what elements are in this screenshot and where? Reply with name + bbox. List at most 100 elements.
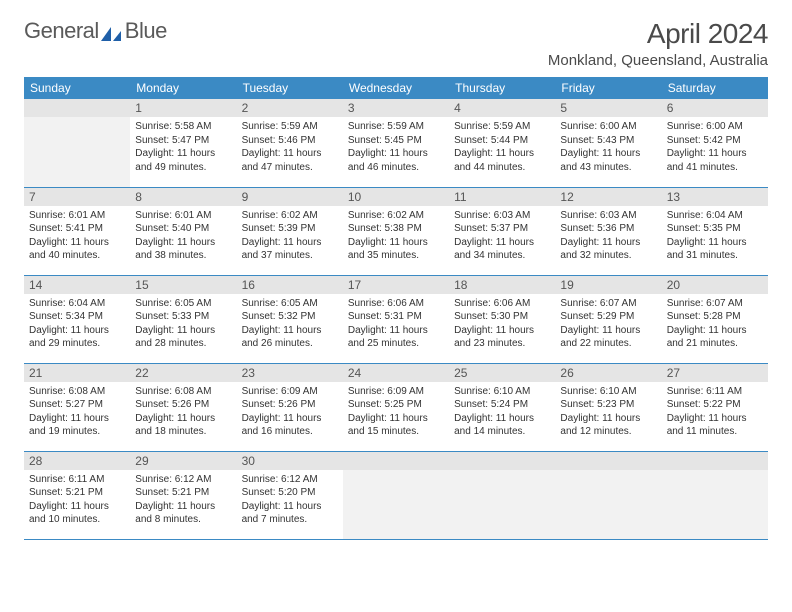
- calendar-cell: [555, 451, 661, 539]
- weekday-header: Saturday: [662, 77, 768, 99]
- sunrise-line: Sunrise: 6:01 AM: [29, 209, 125, 223]
- daylight-line: Daylight: 11 hours and 16 minutes.: [242, 412, 338, 439]
- day-details: [449, 470, 555, 539]
- day-details: [662, 470, 768, 539]
- day-number: 17: [343, 276, 449, 294]
- daylight-line: Daylight: 11 hours and 11 minutes.: [667, 412, 763, 439]
- daylight-line: Daylight: 11 hours and 47 minutes.: [242, 147, 338, 174]
- day-number: 20: [662, 276, 768, 294]
- calendar-cell: 16Sunrise: 6:05 AMSunset: 5:32 PMDayligh…: [237, 275, 343, 363]
- day-number: 24: [343, 364, 449, 382]
- sunrise-line: Sunrise: 6:10 AM: [560, 385, 656, 399]
- day-details: Sunrise: 6:06 AMSunset: 5:31 PMDaylight:…: [343, 294, 449, 354]
- calendar-row: 28Sunrise: 6:11 AMSunset: 5:21 PMDayligh…: [24, 451, 768, 539]
- sunrise-line: Sunrise: 6:05 AM: [135, 297, 231, 311]
- day-number: 11: [449, 188, 555, 206]
- sunrise-line: Sunrise: 6:02 AM: [242, 209, 338, 223]
- day-details: Sunrise: 6:12 AMSunset: 5:21 PMDaylight:…: [130, 470, 236, 530]
- day-number: [662, 452, 768, 470]
- daylight-line: Daylight: 11 hours and 49 minutes.: [135, 147, 231, 174]
- weekday-header: Sunday: [24, 77, 130, 99]
- day-number: 25: [449, 364, 555, 382]
- month-title: April 2024: [548, 18, 768, 50]
- day-number: 8: [130, 188, 236, 206]
- day-details: Sunrise: 6:08 AMSunset: 5:26 PMDaylight:…: [130, 382, 236, 442]
- sunset-line: Sunset: 5:29 PM: [560, 310, 656, 324]
- day-details: Sunrise: 6:00 AMSunset: 5:43 PMDaylight:…: [555, 117, 661, 177]
- calendar-row: 1Sunrise: 5:58 AMSunset: 5:47 PMDaylight…: [24, 99, 768, 187]
- calendar-cell: 18Sunrise: 6:06 AMSunset: 5:30 PMDayligh…: [449, 275, 555, 363]
- day-number: [555, 452, 661, 470]
- sunset-line: Sunset: 5:20 PM: [242, 486, 338, 500]
- day-number: 28: [24, 452, 130, 470]
- day-number: 10: [343, 188, 449, 206]
- calendar-cell: 5Sunrise: 6:00 AMSunset: 5:43 PMDaylight…: [555, 99, 661, 187]
- calendar-cell: 2Sunrise: 5:59 AMSunset: 5:46 PMDaylight…: [237, 99, 343, 187]
- sunset-line: Sunset: 5:44 PM: [454, 134, 550, 148]
- sunset-line: Sunset: 5:38 PM: [348, 222, 444, 236]
- day-details: Sunrise: 6:01 AMSunset: 5:41 PMDaylight:…: [24, 206, 130, 266]
- logo-sail-icon: [101, 23, 123, 39]
- sunrise-line: Sunrise: 6:07 AM: [560, 297, 656, 311]
- header: General Blue April 2024 Monkland, Queens…: [24, 18, 768, 69]
- day-details: Sunrise: 6:06 AMSunset: 5:30 PMDaylight:…: [449, 294, 555, 354]
- daylight-line: Daylight: 11 hours and 26 minutes.: [242, 324, 338, 351]
- sunset-line: Sunset: 5:30 PM: [454, 310, 550, 324]
- sunset-line: Sunset: 5:21 PM: [29, 486, 125, 500]
- sunrise-line: Sunrise: 6:05 AM: [242, 297, 338, 311]
- daylight-line: Daylight: 11 hours and 38 minutes.: [135, 236, 231, 263]
- calendar-cell: 4Sunrise: 5:59 AMSunset: 5:44 PMDaylight…: [449, 99, 555, 187]
- sunset-line: Sunset: 5:34 PM: [29, 310, 125, 324]
- sunset-line: Sunset: 5:21 PM: [135, 486, 231, 500]
- day-details: Sunrise: 6:02 AMSunset: 5:39 PMDaylight:…: [237, 206, 343, 266]
- day-details: [24, 117, 130, 187]
- day-number: 13: [662, 188, 768, 206]
- day-details: Sunrise: 5:59 AMSunset: 5:45 PMDaylight:…: [343, 117, 449, 177]
- calendar-cell: 30Sunrise: 6:12 AMSunset: 5:20 PMDayligh…: [237, 451, 343, 539]
- day-details: Sunrise: 6:01 AMSunset: 5:40 PMDaylight:…: [130, 206, 236, 266]
- day-details: Sunrise: 5:58 AMSunset: 5:47 PMDaylight:…: [130, 117, 236, 177]
- day-number: 12: [555, 188, 661, 206]
- weekday-header-row: SundayMondayTuesdayWednesdayThursdayFrid…: [24, 77, 768, 99]
- calendar-cell: 19Sunrise: 6:07 AMSunset: 5:29 PMDayligh…: [555, 275, 661, 363]
- calendar-cell: 20Sunrise: 6:07 AMSunset: 5:28 PMDayligh…: [662, 275, 768, 363]
- day-number: [449, 452, 555, 470]
- daylight-line: Daylight: 11 hours and 25 minutes.: [348, 324, 444, 351]
- sunrise-line: Sunrise: 6:08 AM: [29, 385, 125, 399]
- daylight-line: Daylight: 11 hours and 31 minutes.: [667, 236, 763, 263]
- daylight-line: Daylight: 11 hours and 40 minutes.: [29, 236, 125, 263]
- calendar-body: 1Sunrise: 5:58 AMSunset: 5:47 PMDaylight…: [24, 99, 768, 539]
- weekday-header: Friday: [555, 77, 661, 99]
- sunrise-line: Sunrise: 6:08 AM: [135, 385, 231, 399]
- sunrise-line: Sunrise: 6:03 AM: [454, 209, 550, 223]
- day-number: 3: [343, 99, 449, 117]
- weekday-header: Wednesday: [343, 77, 449, 99]
- day-number: 26: [555, 364, 661, 382]
- calendar-cell: 28Sunrise: 6:11 AMSunset: 5:21 PMDayligh…: [24, 451, 130, 539]
- sunrise-line: Sunrise: 6:09 AM: [242, 385, 338, 399]
- day-number: 9: [237, 188, 343, 206]
- daylight-line: Daylight: 11 hours and 46 minutes.: [348, 147, 444, 174]
- sunset-line: Sunset: 5:25 PM: [348, 398, 444, 412]
- sunset-line: Sunset: 5:23 PM: [560, 398, 656, 412]
- sunrise-line: Sunrise: 6:04 AM: [29, 297, 125, 311]
- day-number: 15: [130, 276, 236, 294]
- day-number: 4: [449, 99, 555, 117]
- calendar-cell: 6Sunrise: 6:00 AMSunset: 5:42 PMDaylight…: [662, 99, 768, 187]
- calendar-cell: 24Sunrise: 6:09 AMSunset: 5:25 PMDayligh…: [343, 363, 449, 451]
- daylight-line: Daylight: 11 hours and 7 minutes.: [242, 500, 338, 527]
- sunset-line: Sunset: 5:31 PM: [348, 310, 444, 324]
- daylight-line: Daylight: 11 hours and 23 minutes.: [454, 324, 550, 351]
- daylight-line: Daylight: 11 hours and 8 minutes.: [135, 500, 231, 527]
- weekday-header: Thursday: [449, 77, 555, 99]
- calendar-cell: [449, 451, 555, 539]
- location: Monkland, Queensland, Australia: [548, 52, 768, 69]
- sunset-line: Sunset: 5:42 PM: [667, 134, 763, 148]
- sunrise-line: Sunrise: 6:12 AM: [242, 473, 338, 487]
- sunrise-line: Sunrise: 6:04 AM: [667, 209, 763, 223]
- sunrise-line: Sunrise: 5:58 AM: [135, 120, 231, 134]
- day-details: Sunrise: 6:02 AMSunset: 5:38 PMDaylight:…: [343, 206, 449, 266]
- day-details: Sunrise: 6:10 AMSunset: 5:24 PMDaylight:…: [449, 382, 555, 442]
- sunset-line: Sunset: 5:41 PM: [29, 222, 125, 236]
- day-details: [343, 470, 449, 539]
